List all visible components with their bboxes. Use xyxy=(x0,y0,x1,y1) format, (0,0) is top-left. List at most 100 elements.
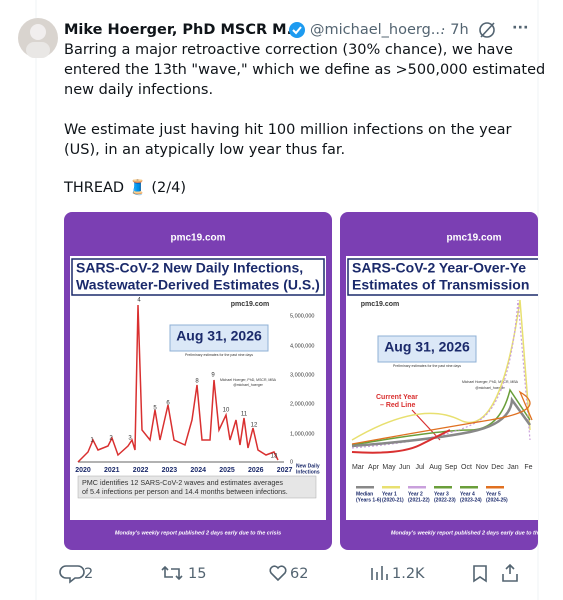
x-label: 2021 xyxy=(104,467,120,474)
grok-icon[interactable] xyxy=(479,22,495,38)
legend-label: (2022-23) xyxy=(434,497,456,503)
legend-label: Year 5 xyxy=(486,491,501,497)
footer: Monday's weekly report published 2 days … xyxy=(391,530,557,536)
x-label: 2022 xyxy=(133,467,149,474)
tweet-text: THREAD 🧵 (2/4) xyxy=(63,178,186,196)
y-axis: 5,000,000 4,000,000 3,000,000 2,000,000 1,00… xyxy=(290,313,320,475)
summary: PMC identifies 12 SARS-CoV-2 waves and e… xyxy=(82,478,283,487)
wave-label: 4 xyxy=(137,298,141,304)
image-1[interactable]: pmc19.com SARS-CoV-2 New Daily Infection… xyxy=(64,212,332,550)
y-label: 4,000,000 xyxy=(290,343,314,349)
x-label: Jul xyxy=(416,464,425,471)
like-count: 62 xyxy=(290,566,308,582)
reply-count: 2 xyxy=(84,566,93,582)
summary: of 5.4 infections per person and 14.4 mo… xyxy=(82,487,288,496)
annotation: – Red Line xyxy=(380,402,416,409)
author: Michael Hoerger, PhD, MSCR, MBA xyxy=(220,378,277,382)
wave-label: 13 xyxy=(271,454,278,460)
x-label: Aug xyxy=(429,464,442,471)
x-label: 2026 xyxy=(248,467,264,474)
views-icon[interactable] xyxy=(371,566,388,580)
time[interactable]: · 7h xyxy=(441,22,469,38)
site: pmc19.com xyxy=(446,233,501,244)
legend-swatch xyxy=(382,486,400,489)
x-label: 2020 xyxy=(75,467,91,474)
title: Wastewater-Derived Estimates (U.S.) xyxy=(76,277,320,293)
legend-swatch xyxy=(486,486,504,489)
legend-label: Year 3 xyxy=(434,491,449,497)
like-icon[interactable] xyxy=(269,565,287,582)
tweet-text: new daily infections. xyxy=(64,82,213,98)
x-label: Nov xyxy=(476,464,489,471)
y-title: New Daily xyxy=(296,463,320,469)
x-label: Mar xyxy=(352,464,365,471)
title: SARS-CoV-2 New Daily Infections, xyxy=(76,260,303,276)
infection-line xyxy=(77,304,279,463)
x-label: Apr xyxy=(368,464,380,471)
legend-label: Median xyxy=(356,491,373,497)
x-label: Sep xyxy=(445,464,458,471)
date: Aug 31, 2026 xyxy=(176,328,262,344)
legend-swatch xyxy=(356,486,374,489)
y-label: 1,000,000 xyxy=(290,431,314,437)
x-label: 2025 xyxy=(219,467,235,474)
repost-count: 15 xyxy=(188,566,206,582)
y-title: Infections xyxy=(296,469,320,475)
tweet-text: (US), in an atypically low year thus far… xyxy=(64,142,345,158)
x-label: Fe xyxy=(524,464,532,471)
repost-icon[interactable] xyxy=(161,565,183,581)
share-icon[interactable] xyxy=(502,563,518,582)
legend-label: (2020-21) xyxy=(382,497,404,503)
wave-label: 6 xyxy=(166,401,170,407)
wave-label: 8 xyxy=(195,379,199,385)
author: Michael Hoerger, PhD, MSCR, MBA xyxy=(462,380,519,384)
x-label: 2027 xyxy=(277,467,293,474)
title: Estimates of Transmission xyxy=(352,277,529,293)
x-label: Oct xyxy=(461,464,472,471)
y-label: 2,000,000 xyxy=(290,401,314,407)
title: SARS-CoV-2 Year-Over-Ye xyxy=(352,260,526,276)
y-label: 5,000,000 xyxy=(290,313,314,319)
legend-label: Year 2 xyxy=(408,491,423,497)
wave-label: 9 xyxy=(211,373,215,379)
site: pmc19.com xyxy=(170,233,225,244)
x-label: Jan xyxy=(507,464,518,471)
author: @michael_hoerger xyxy=(233,383,263,387)
wave-label: 2 xyxy=(109,436,113,442)
y-label: 0 xyxy=(290,459,293,465)
image-2[interactable]: pmc19.com SARS-CoV-2 Year-Over-Ye Estima… xyxy=(340,212,557,550)
site: pmc19.com xyxy=(231,301,270,308)
site: pmc19.com xyxy=(361,301,400,308)
x-label: 2023 xyxy=(162,467,178,474)
legend-label: (2023-24) xyxy=(460,497,482,503)
wave-label: 3 xyxy=(128,436,132,442)
verified-badge xyxy=(289,22,305,38)
more-button[interactable]: ··· xyxy=(512,20,529,36)
legend-label: (2021-22) xyxy=(408,497,430,503)
tweet-text: Barring a major retroactive correction (… xyxy=(64,42,513,58)
legend-swatch xyxy=(408,486,426,489)
date: Aug 31, 2026 xyxy=(384,339,470,355)
wave-label: 5 xyxy=(153,406,157,412)
legend-label: Year 1 xyxy=(382,491,397,497)
tweet-text: We estimate just having hit 100 million … xyxy=(64,122,512,138)
view-count: 1.2K xyxy=(392,566,425,582)
legend-swatch xyxy=(460,486,478,489)
legend-label: (Years 1-6) xyxy=(356,497,382,503)
legend-label: (2024-25) xyxy=(486,497,508,503)
legend-swatch xyxy=(434,486,452,489)
annotation: Current Year xyxy=(376,394,418,401)
author-name[interactable]: Mike Hoerger, PhD MSCR M... xyxy=(64,22,303,38)
x-label: 2024 xyxy=(190,467,206,474)
note: Preliminary estimates for the past nine … xyxy=(393,364,461,368)
wave-label: 12 xyxy=(251,423,258,429)
note: Preliminary estimates for the past nine … xyxy=(185,353,253,357)
author: @michael_hoerger xyxy=(475,386,505,390)
handle[interactable]: @michael_hoerg... xyxy=(310,22,445,38)
bookmark-icon[interactable] xyxy=(473,565,487,583)
legend-label: Year 4 xyxy=(460,491,475,497)
reply-icon[interactable] xyxy=(59,565,85,584)
wave-label: 11 xyxy=(241,412,248,418)
y-label: 3,000,000 xyxy=(290,372,314,378)
